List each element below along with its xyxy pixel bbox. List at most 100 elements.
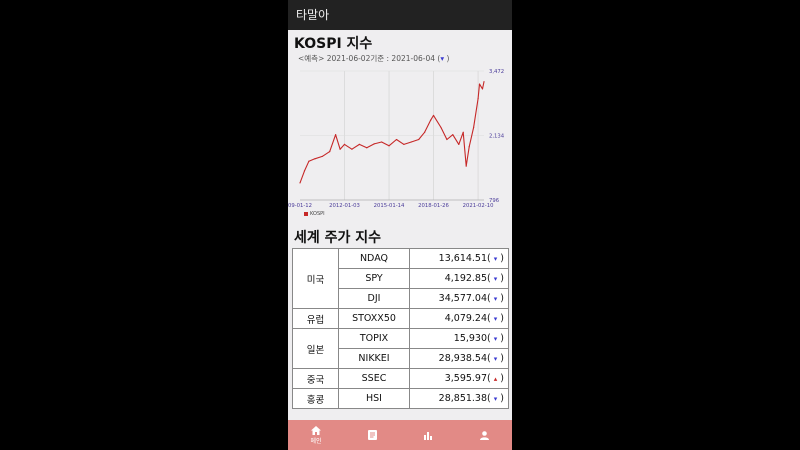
value-cell: 34,577.04( ▾ ) [409,288,509,309]
x-tick-label: 2015-01-14 [374,203,405,209]
data-point [343,143,346,145]
data-point [458,143,460,145]
data-point [468,146,470,148]
chevron-down-icon[interactable]: ▾ [493,275,498,283]
data-point [381,141,383,143]
index-value: 4,192.85( [444,273,494,284]
index-value: 3,595.97( [444,373,494,384]
close-paren: ) [497,293,504,304]
bottom-nav: 메인 [288,420,512,450]
index-row: 홍콩 HSI 28,851.38( ▾ ) [292,388,509,409]
chevron-down-icon[interactable]: ▾ [493,315,498,323]
document-icon [367,430,377,440]
nav-home[interactable]: 메인 [288,420,344,450]
index-row: SPY 4,192.85( ▾ ) [293,268,509,289]
data-point [483,81,485,83]
index-value: 28,851.38( [438,393,494,404]
y-tick-label: 2,134 [489,134,505,140]
index-value: 34,577.04( [438,293,494,304]
x-tick-label: 2021-02-10 [463,203,494,209]
data-point [321,155,323,158]
index-row: DJI 34,577.04( ▾ ) [293,288,509,309]
index-value: 28,938.54( [438,353,494,364]
data-point [446,138,448,141]
data-point [418,138,420,141]
data-point [477,97,479,100]
forecast-text: <예측> 2021-06-02기준 : 2021-06-04 ( [298,54,441,63]
close-paren: ) [497,253,504,264]
ticker-cell: NIKKEI [338,348,410,369]
ticker-cell: SPY [338,268,410,289]
legend-label: KOSPI [310,211,325,217]
data-point [462,131,464,133]
data-point [424,131,426,133]
nav-profile[interactable] [456,420,512,450]
data-point [303,170,306,172]
chevron-down-icon[interactable]: ▾ [493,255,498,263]
data-point [429,119,432,121]
index-row: 일본 TOPIX 15,930( ▾ ) [292,328,509,369]
ticker-cell: HSI [338,388,410,409]
data-point [308,160,310,162]
data-point [403,143,405,145]
data-point [410,141,412,143]
chevron-down-icon[interactable]: ▾ [493,395,498,403]
nav-documents[interactable] [344,420,400,450]
data-point [339,148,341,150]
value-cell: 28,851.38( ▾ ) [409,388,509,409]
data-point [465,165,467,167]
value-cell: 28,938.54( ▾ ) [409,348,509,369]
close-paren: ) [497,393,504,404]
data-point [432,114,435,117]
value-cell: 13,614.51( ▾ ) [409,248,509,269]
nav-charts[interactable] [400,420,456,450]
data-point [329,151,331,153]
index-row: 유럽 STOXX50 4,079.24( ▾ ) [292,308,509,329]
index-value: 13,614.51( [438,253,494,264]
value-cell: 4,079.24( ▾ ) [409,308,509,329]
data-point [440,126,442,129]
data-point [358,143,360,145]
x-tick-label: 2012-01-03 [329,203,360,209]
data-point [335,134,337,136]
data-point [388,145,390,147]
forecast-date-dropdown[interactable]: ▾ [440,54,445,63]
chart-legend: KOSPI [304,211,325,217]
legend-swatch [304,211,308,216]
region-cell: 홍콩 [292,388,339,409]
data-point [452,134,454,136]
chevron-down-icon[interactable]: ▾ [493,335,498,343]
chevron-down-icon[interactable]: ▾ [493,355,498,363]
close-paren: ) [497,353,504,364]
close-paren: ) [497,273,504,284]
phone-screen: 타말아 KOSPI 지수 <예측> 2021-06-02기준 : 2021-06… [288,0,512,450]
value-cell: 4,192.85( ▾ ) [409,268,509,289]
ticker-cell: SSEC [338,368,410,389]
value-cell: 15,930( ▾ ) [409,328,509,349]
bar-chart-icon [424,431,432,440]
y-tick-label: 796 [489,198,500,204]
chevron-up-icon[interactable]: ▴ [493,375,498,383]
close-paren: ) [497,313,504,324]
index-value: 4,079.24( [444,313,494,324]
region-cell: 미국 [292,248,339,309]
forecast-subtitle: <예측> 2021-06-02기준 : 2021-06-04 (▾ ) [298,53,449,64]
close-paren: ) [497,333,504,344]
data-point [478,83,481,85]
ticker-cell: NDAQ [338,248,410,269]
ticker-cell: TOPIX [338,328,410,349]
data-point [395,138,398,141]
index-row: 미국 NDAQ 13,614.51( ▾ ) [292,248,509,309]
nav-home-label: 메인 [310,437,322,445]
person-icon [479,430,489,440]
ticker-cell: DJI [338,288,410,309]
data-point [366,147,368,149]
region-cell: 유럽 [292,308,339,329]
world-index-title: 세계 주가 지수 [294,230,382,246]
data-point [299,182,301,184]
chevron-down-icon[interactable]: ▾ [493,295,498,303]
index-value: 15,930( [453,333,494,344]
data-point [351,148,353,150]
series-line-kospi [299,81,485,184]
app-bar: 타말아 [288,0,512,30]
